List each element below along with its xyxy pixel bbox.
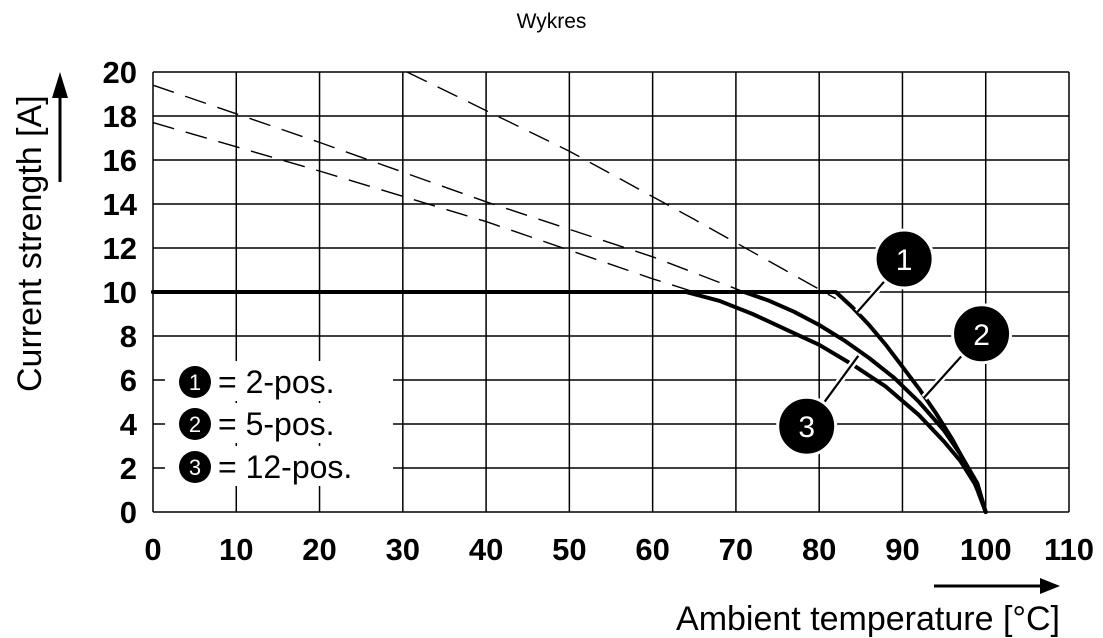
series-line-2 [151,290,988,514]
y-tick-label: 14 [103,187,138,222]
legend-marker-2 [179,408,211,440]
reference-line-2 [152,84,745,293]
x-tick-label: 60 [635,532,669,567]
callout-marker-number: 1 [896,244,913,277]
legend-label: = 2-pos. [218,364,335,400]
callout-marker-2 [951,303,1013,365]
x-tick-label: 10 [219,532,253,567]
y-tick-label: 8 [120,319,137,354]
legend-marker-number: 2 [189,412,201,437]
legend-marker-3 [179,451,211,483]
legend-marker-number: 3 [189,455,201,480]
callout-marker-1 [873,228,935,290]
y-tick-label: 20 [103,55,137,90]
y-tick-label: 2 [120,451,137,486]
callout-marker-3 [776,395,838,457]
reference-line-1 [406,71,837,300]
series-markers: 1 2 3 [776,228,1013,457]
legend-marker-1 [179,366,211,398]
x-axis-arrow [934,578,1060,594]
reference-lines [152,71,837,300]
y-axis-arrow [52,72,68,182]
y-tick-label: 6 [120,363,137,398]
tick-labels: 0 10 20 30 40 50 60 70 80 90 100 110024681012141618… [103,55,1094,567]
legend: 1 = 2-pos. 2 = 5-pos. 3 = 12-pos. [165,361,393,486]
x-axis-label: Ambient temperature [°C] [676,600,1060,638]
callout-marker-number: 3 [798,411,815,444]
x-tick-label: 70 [719,532,753,567]
x-tick-label: 90 [885,532,919,567]
y-axis-label: Current strength [A] [11,95,49,392]
legend-marker-number: 1 [189,370,201,395]
legend-label: = 5-pos. [218,406,335,442]
y-tick-label: 12 [103,231,137,266]
x-tick-label: 80 [802,532,836,567]
x-tick-label: 40 [469,532,503,567]
x-tick-label: 100 [960,532,1012,567]
legend-label: = 12-pos. [218,449,352,485]
chart-title: Wykres [516,10,587,33]
x-tick-label: 0 [144,532,161,567]
y-tick-label: 10 [103,275,137,310]
reference-line-3 [152,121,695,293]
y-tick-label: 18 [103,99,137,134]
y-tick-label: 4 [120,407,138,442]
x-tick-label: 30 [386,532,420,567]
callout-marker-number: 2 [973,319,990,352]
y-tick-label: 16 [103,143,137,178]
x-tick-label: 50 [552,532,586,567]
x-tick-label: 110 [1044,532,1094,567]
y-tick-label: 0 [120,495,137,530]
x-tick-label: 20 [302,532,336,567]
